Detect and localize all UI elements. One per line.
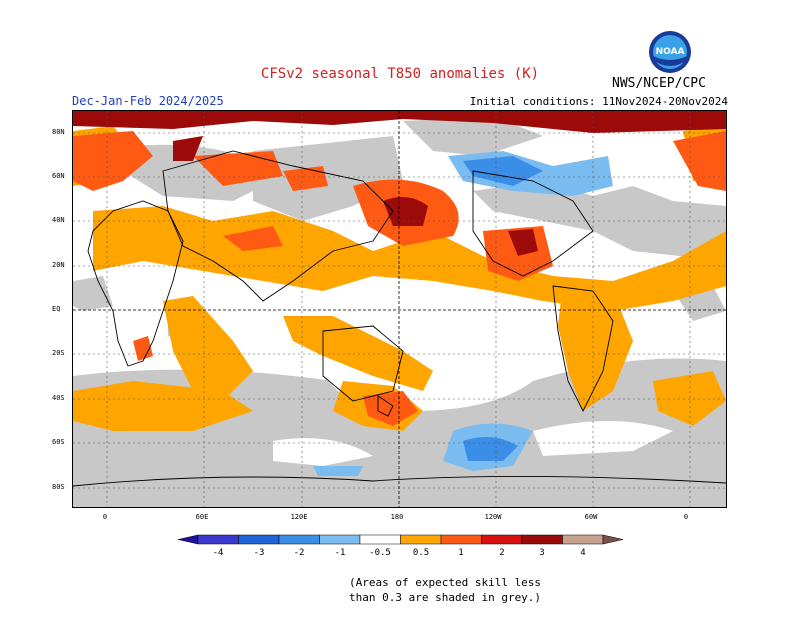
noaa-logo: NOAA — [648, 30, 692, 74]
strong-warm-areas — [73, 111, 726, 256]
low-skill-areas — [73, 116, 726, 507]
anomaly-map-svg — [72, 111, 727, 507]
lon-label-60e: 60E — [195, 513, 209, 521]
lon-label-120w: 120W — [484, 513, 502, 521]
lat-label-20n: 20N — [52, 261, 65, 269]
colorbar-swatch — [521, 534, 563, 545]
forecast-period: Dec-Jan-Feb 2024/2025 — [72, 94, 224, 108]
lat-label-80n: 80N — [52, 128, 65, 136]
agency-label: NWS/NCEP/CPC — [612, 76, 706, 91]
colorbar-swatch — [440, 534, 482, 545]
lon-label-60w: 60W — [584, 513, 598, 521]
colorbar-swatch — [602, 534, 624, 545]
chart-title: CFSv2 seasonal T850 anomalies (K) — [260, 66, 540, 82]
colorbar-tick: -0.5 — [369, 548, 391, 558]
lat-label-60s: 60S — [52, 438, 65, 446]
lat-label-40n: 40N — [52, 216, 65, 224]
colorbar-swatch — [278, 534, 320, 545]
lat-label-eq: EQ — [52, 305, 61, 313]
lat-label-80s: 80S — [52, 483, 65, 491]
svg-text:NOAA: NOAA — [656, 47, 685, 57]
lat-label-20s: 20S — [52, 349, 65, 357]
anomaly-map — [72, 110, 727, 508]
colorbar-tick: -1 — [334, 548, 346, 558]
colorbar-tick: 0.5 — [412, 548, 430, 558]
colorbar-swatch — [319, 534, 361, 545]
colorbar-swatch — [238, 534, 280, 545]
lon-label-0: 0 — [102, 513, 108, 521]
skill-note-line1: (Areas of expected skill less — [349, 576, 542, 589]
colorbar-swatch — [562, 534, 604, 545]
colorbar-swatch — [177, 534, 199, 545]
colorbar-tick: -4 — [212, 548, 224, 558]
lat-label-40s: 40S — [52, 394, 65, 402]
initial-conditions: Initial conditions: 11Nov2024-20Nov2024 — [469, 95, 728, 108]
colorbar-tick: 3 — [539, 548, 545, 558]
colorbar-tick: 2 — [499, 548, 505, 558]
colorbar-tick: -3 — [253, 548, 265, 558]
graticule — [73, 111, 726, 507]
skill-note-line2: than 0.3 are shaded in grey.) — [349, 591, 542, 604]
lon-label-120e: 120E — [290, 513, 308, 521]
lon-label-180: 180 — [390, 513, 404, 521]
colorbar-swatch — [197, 534, 239, 545]
colorbar-swatch — [481, 534, 523, 545]
lat-label-60n: 60N — [52, 172, 65, 180]
colorbar-tick: 1 — [458, 548, 464, 558]
colorbar-swatch — [359, 534, 401, 545]
colorbar-tick: -2 — [293, 548, 305, 558]
colorbar-swatch — [400, 534, 442, 545]
colorbar-tick: 4 — [580, 548, 586, 558]
lon-label-0-east: 0 — [683, 513, 689, 521]
